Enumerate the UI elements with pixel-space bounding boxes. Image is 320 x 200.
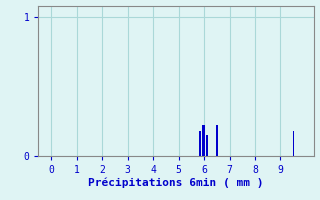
Bar xyxy=(202,125,205,156)
Bar xyxy=(216,125,219,156)
Bar xyxy=(293,131,294,156)
X-axis label: Précipitations 6min ( mm ): Précipitations 6min ( mm ) xyxy=(88,178,264,188)
Bar xyxy=(206,135,208,156)
Bar xyxy=(199,131,201,156)
